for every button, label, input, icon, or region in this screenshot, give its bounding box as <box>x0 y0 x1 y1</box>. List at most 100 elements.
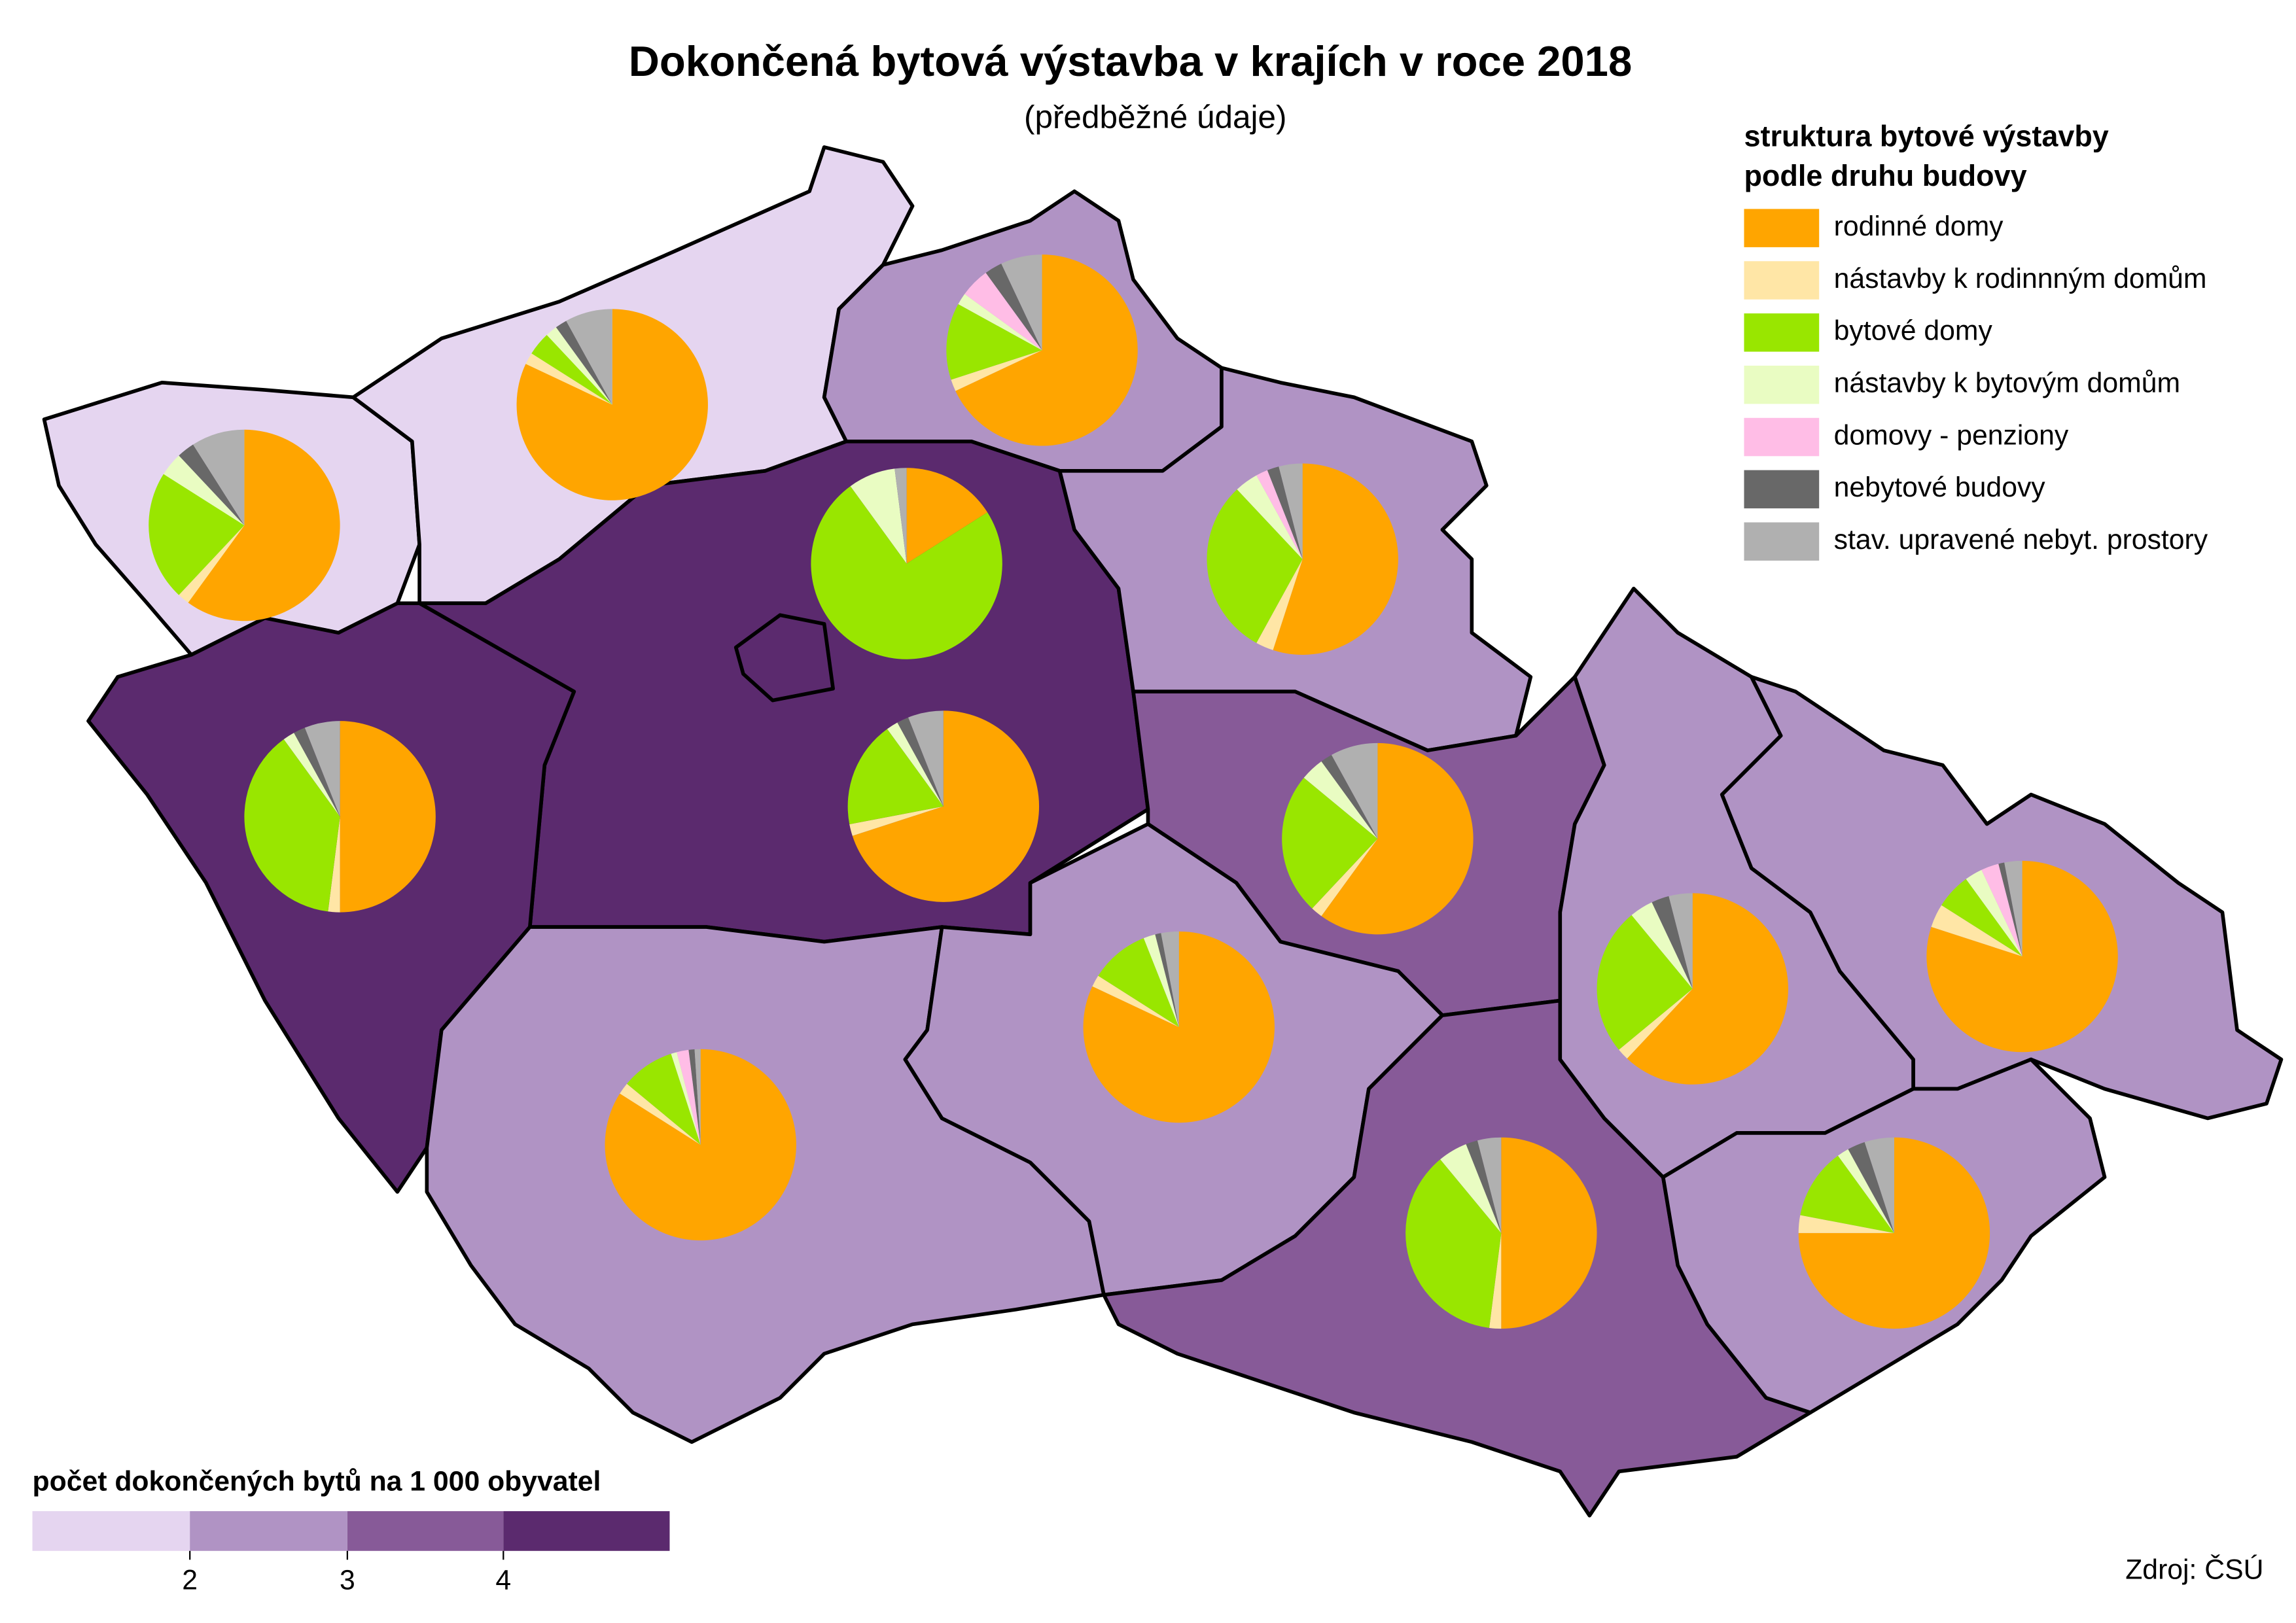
pie-slice <box>1098 938 1179 1028</box>
pie-slice <box>1631 902 1693 989</box>
pie-slice <box>1143 934 1179 1028</box>
pie-slice <box>627 1053 701 1145</box>
legend-swatch <box>1744 209 1820 247</box>
pie-slice <box>1966 869 2022 957</box>
pie-slice <box>1267 466 1303 559</box>
pie-slice <box>1466 1140 1502 1233</box>
pie-slice <box>620 1083 701 1145</box>
pie-slice <box>1837 1149 1894 1233</box>
pie-slice <box>525 353 612 405</box>
pie-slice <box>887 722 944 807</box>
pie-slice <box>1405 1159 1502 1328</box>
pie-slice <box>149 474 245 595</box>
pie-slice <box>163 455 245 526</box>
pie-slice <box>1848 1142 1894 1233</box>
scale-tick-label: 4 <box>495 1564 511 1596</box>
legend-swatch <box>1744 365 1820 404</box>
pie-slice <box>2004 860 2022 957</box>
scale-swatch <box>347 1511 504 1551</box>
pie-slice <box>1669 893 1693 989</box>
pie-legend-title: podle druhu budovy <box>1744 159 2026 192</box>
pie-slice <box>1321 742 1474 935</box>
pie-slice <box>1312 839 1378 916</box>
pie-slice <box>1331 742 1378 839</box>
pie-slice <box>1489 1232 1502 1329</box>
pie-slice <box>1440 1143 1502 1233</box>
legend-label: stav. upravené nebyt. prostory <box>1834 524 2208 555</box>
pie-slice <box>811 486 1002 659</box>
pie-slice <box>1926 860 2118 1053</box>
legend-label: nástavby k rodinnným domům <box>1834 263 2207 294</box>
pies <box>149 254 2118 1329</box>
pie-slice <box>244 739 340 912</box>
legend-swatch <box>1744 470 1820 509</box>
pie-slice <box>897 717 944 807</box>
pie-slice <box>1303 761 1378 839</box>
pie-slice <box>1001 254 1042 351</box>
pie-slice <box>1981 864 2022 957</box>
pie-slice <box>847 729 944 825</box>
pie-slice <box>193 429 245 526</box>
source: Zdroj: ČSÚ <box>2125 1554 2263 1586</box>
pie-slice <box>671 1052 701 1145</box>
pie-slice <box>894 468 907 564</box>
scale-tick-label: 2 <box>182 1564 198 1596</box>
pie-slice <box>283 733 340 817</box>
pie-slice <box>964 273 1042 351</box>
scale-swatch <box>32 1511 190 1551</box>
pie-slice <box>328 816 340 913</box>
pie-slice <box>1161 931 1179 1028</box>
pie-slice <box>188 429 340 621</box>
pie-slice <box>1651 896 1693 989</box>
pie-slice <box>531 334 612 405</box>
pie-slice <box>1237 475 1303 559</box>
pie-slice <box>1998 862 2022 957</box>
pie-slice <box>852 710 1040 902</box>
pie-slice <box>677 1049 701 1145</box>
pie-slice <box>179 444 245 526</box>
legend-label: nebytové budovy <box>1834 472 2046 503</box>
pie-slice <box>556 321 612 405</box>
pie-slice <box>1619 988 1693 1059</box>
pie-slice <box>1798 1215 1894 1233</box>
pie-slice <box>1282 777 1378 909</box>
title: Dokončená bytová výstavba v krajích v ro… <box>629 37 1632 85</box>
legend-swatch <box>1744 522 1820 561</box>
legend-label: nástavby k bytovým domům <box>1834 367 2180 398</box>
pie-slice <box>1207 489 1303 643</box>
pie-slice <box>1800 1155 1894 1233</box>
region <box>733 613 835 703</box>
pie-slice <box>605 1049 796 1241</box>
pie-slice <box>1864 1137 1894 1233</box>
pie-slice <box>985 264 1042 351</box>
pie-slice <box>951 350 1042 391</box>
legend-label: domovy - penziony <box>1834 419 2069 451</box>
pie-slice <box>294 727 340 817</box>
pie-slice <box>1092 975 1179 1028</box>
pie-slice <box>908 710 944 807</box>
pie-slice <box>946 304 1042 380</box>
pie-slice <box>850 468 907 564</box>
pie-slice <box>955 254 1138 446</box>
pie-slice <box>1273 463 1398 655</box>
pie-slice <box>340 721 436 913</box>
pie-slice <box>1256 559 1303 650</box>
pie-slice <box>546 327 612 405</box>
pie-slice <box>1931 905 2022 957</box>
pie-slice <box>179 525 245 603</box>
pie-slice <box>1501 1137 1597 1329</box>
pie-slice <box>688 1049 701 1145</box>
scale-title: počet dokončených bytů na 1 000 obyvatel <box>33 1466 601 1497</box>
pie-slice <box>906 468 988 564</box>
pie-slice <box>1597 915 1693 1050</box>
pie-slice <box>694 1049 701 1145</box>
pie-slice <box>1256 470 1303 559</box>
subtitle: (předběžné údaje) <box>1024 99 1287 135</box>
pie-slice <box>1477 1137 1502 1233</box>
legend-swatch <box>1744 417 1820 457</box>
scale-swatch <box>190 1511 347 1551</box>
legend-label: rodinné domy <box>1834 211 2004 242</box>
pie-slice <box>958 294 1042 351</box>
pie-slice <box>849 806 944 836</box>
